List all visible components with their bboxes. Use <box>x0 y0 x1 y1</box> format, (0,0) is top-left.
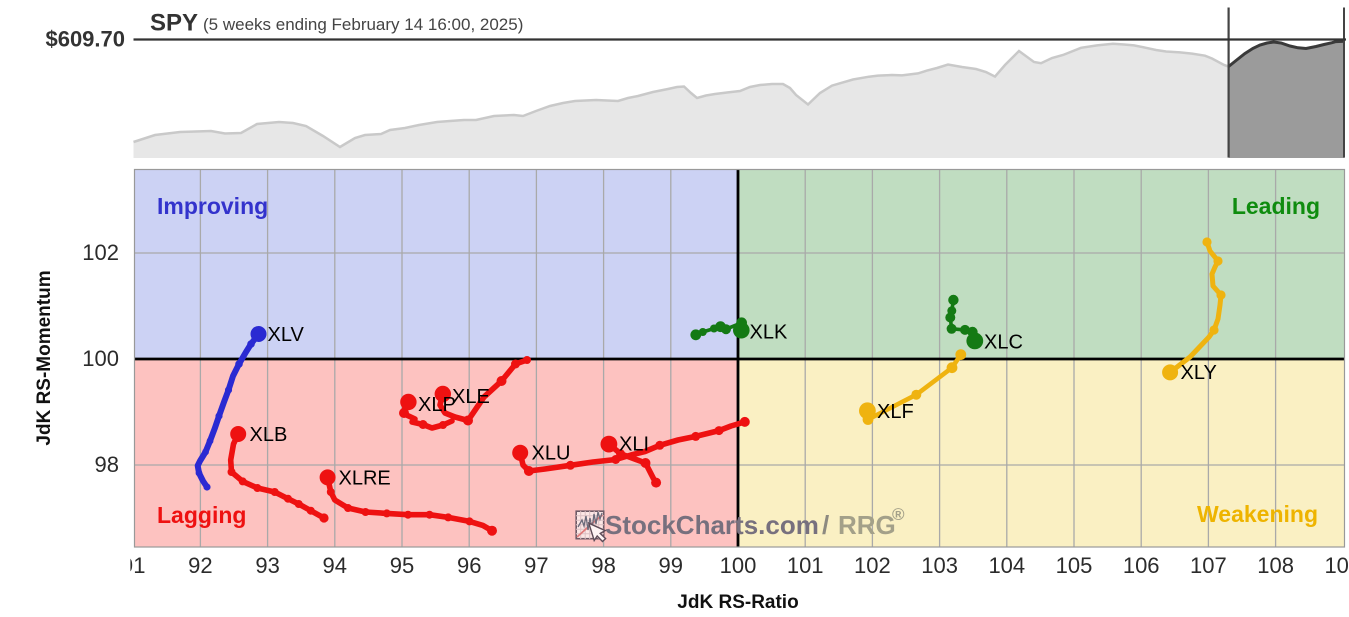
svg-text:99: 99 <box>659 553 683 578</box>
svg-text:JdK RS-Ratio: JdK RS-Ratio <box>677 592 798 613</box>
svg-text:XLC: XLC <box>984 332 1023 354</box>
svg-text:XLV: XLV <box>268 324 305 346</box>
svg-text:95: 95 <box>390 553 414 578</box>
svg-text:109: 109 <box>1324 553 1349 578</box>
svg-text:100: 100 <box>720 553 757 578</box>
svg-text:103: 103 <box>921 553 958 578</box>
svg-text:104: 104 <box>988 553 1025 578</box>
svg-text:SPY: SPY <box>150 10 198 37</box>
svg-text:XLE: XLE <box>452 386 490 408</box>
svg-text:XLRE: XLRE <box>339 468 391 490</box>
svg-text:94: 94 <box>323 553 347 578</box>
svg-text:108: 108 <box>1257 553 1294 578</box>
svg-text:XLF: XLF <box>877 401 914 423</box>
svg-text:(5 weeks ending February 14 16: (5 weeks ending February 14 16:00, 2025) <box>203 15 523 34</box>
svg-text:$609.70: $609.70 <box>45 27 125 52</box>
svg-text:XLU: XLU <box>532 443 571 465</box>
svg-text:92: 92 <box>188 553 212 578</box>
svg-text:106: 106 <box>1123 553 1160 578</box>
svg-text:Improving: Improving <box>157 193 268 219</box>
svg-text:105: 105 <box>1056 553 1093 578</box>
svg-text:101: 101 <box>787 553 824 578</box>
svg-text:96: 96 <box>457 553 481 578</box>
svg-text:93: 93 <box>255 553 279 578</box>
svg-text:JdK RS-Momentum: JdK RS-Momentum <box>34 270 55 445</box>
svg-text:XLK: XLK <box>750 322 788 344</box>
svg-text:Weakening: Weakening <box>1197 501 1318 527</box>
svg-text:Leading: Leading <box>1232 193 1320 219</box>
svg-text:StockCharts.com: StockCharts.com <box>605 510 819 540</box>
svg-text:XLY: XLY <box>1181 362 1217 384</box>
svg-text:RRG: RRG <box>838 510 896 540</box>
svg-text:XLI: XLI <box>619 434 649 456</box>
svg-text:XLP: XLP <box>418 394 456 416</box>
svg-text:98: 98 <box>591 553 615 578</box>
svg-text:107: 107 <box>1190 553 1227 578</box>
svg-text:102: 102 <box>82 240 119 265</box>
svg-text:102: 102 <box>854 553 891 578</box>
svg-text:XLB: XLB <box>250 424 288 446</box>
svg-text:®: ® <box>892 505 905 524</box>
svg-text:100: 100 <box>82 346 119 371</box>
svg-text:97: 97 <box>524 553 548 578</box>
svg-text:98: 98 <box>95 452 119 477</box>
svg-text:Lagging: Lagging <box>157 502 246 528</box>
svg-text:/: / <box>822 510 829 540</box>
